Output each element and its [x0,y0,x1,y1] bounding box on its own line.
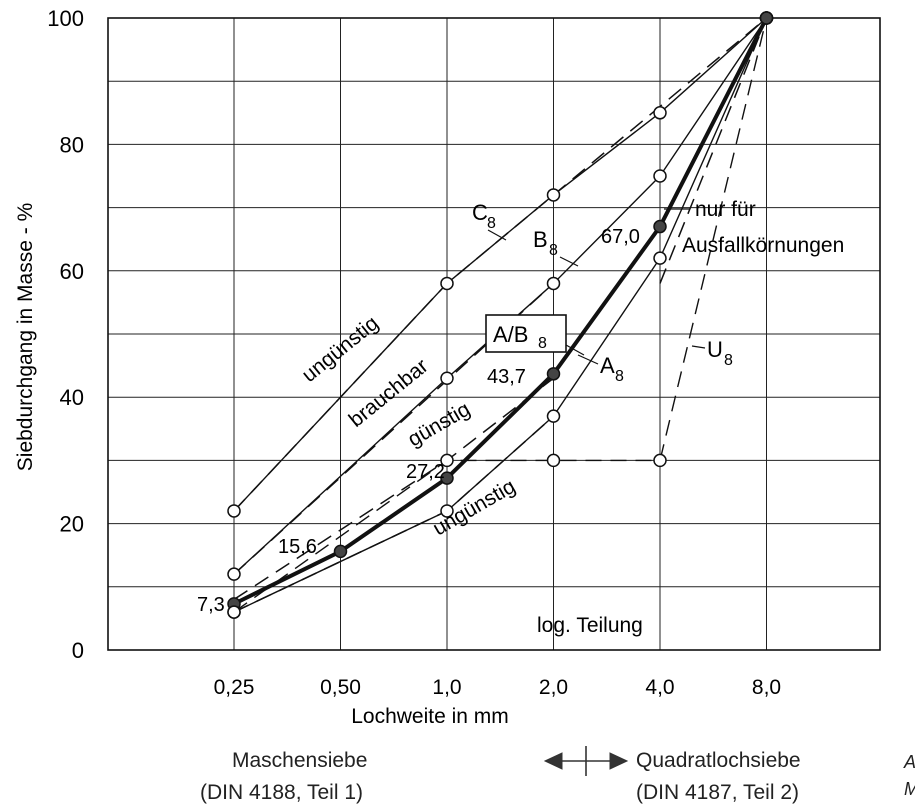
marker-u8 [759,11,774,25]
boundary-dashed-line [659,17,768,284]
footer-left-line1: Maschensiebe [232,749,368,772]
y-tick-labels: 0 20 40 60 80 100 [47,6,84,663]
marker-b8 [440,371,454,385]
marker-u8 [227,605,241,619]
y-tick-label: 80 [60,132,84,157]
marker-a8 [546,409,561,423]
marker-ab8 [546,367,561,381]
marker-c8 [653,106,667,120]
svg-text:8: 8 [549,242,558,259]
svg-text:8: 8 [487,215,496,232]
x-axis-label: Lochweite in mm [351,705,509,728]
x-tick-label: 2,0 [539,676,568,699]
footer-right-line1: Quadratlochsiebe [636,749,801,772]
marker-b8 [227,567,241,581]
footer-right-line2: (DIN 4187, Teil 2) [636,781,800,804]
plot-frame [107,17,881,651]
y-axis-label: Siebdurchgang in Masse - % [14,203,37,471]
series-line-c8 [233,17,767,512]
svg-text:8: 8 [724,352,733,369]
value-label-67-0: 67,0 [601,226,640,248]
svg-text:8: 8 [538,335,547,352]
plot-border [107,17,881,651]
marker-b8 [653,169,667,183]
marker-c8 [227,504,241,518]
annotation-ausfallkoernungen: Ausfallkörnungen [682,234,844,257]
svg-text:B: B [533,227,548,252]
series-line-ab8 [233,17,769,606]
svg-text:8: 8 [615,368,624,385]
edge-fragment-a: A [904,752,915,772]
marker-a8 [440,504,454,518]
svg-text:C: C [472,200,488,225]
y-tick-label: 40 [60,385,84,410]
value-label-15-6: 15,6 [278,536,317,558]
series-markers [227,11,774,619]
marker-u8 [546,453,561,468]
marker-c8 [546,188,561,202]
boundary-dashed-line [233,17,767,512]
value-label-7-3: 7,3 [197,594,225,616]
marker-a8 [653,251,667,265]
zone-label-brauchbar: brauchbar [345,354,433,431]
annotation-nur-fuer: nur für [695,198,756,221]
x-tick-label: 0,50 [320,676,361,699]
y-tick-label: 100 [47,6,84,31]
zone-label-guenstig: günstig [404,398,474,452]
x-tick-label: 1,0 [432,676,461,699]
svg-text:A/B: A/B [493,322,528,347]
double-arrow-icon [543,746,629,776]
y-tick-label: 20 [60,512,84,537]
marker-ab8 [653,219,667,234]
footer-left-line2: (DIN 4188, Teil 1) [200,781,364,804]
x-tick-label: 8,0 [752,676,781,699]
x-tick-label: 0,25 [214,676,255,699]
svg-text:A: A [600,353,615,378]
marker-u8 [440,453,454,468]
svg-text:U: U [707,337,723,362]
marker-b8 [546,276,561,291]
x-tick-labels: 0,25 0,50 1,0 2,0 4,0 8,0 [214,676,782,699]
edge-fragment-m: M [904,779,915,800]
y-tick-label: 60 [60,259,84,284]
marker-ab8 [333,544,348,559]
marker-u8 [653,453,667,468]
annotation-log-teilung: log. Teilung [537,614,643,637]
marker-ab8 [440,471,454,485]
value-label-27-2: 27,2 [406,461,445,483]
series-label-ab8: A/B 8 [485,314,585,356]
x-tick-label: 4,0 [645,676,674,699]
value-label-43-7: 43,7 [487,366,526,388]
series-line-u8 [233,17,768,613]
y-tick-label: 0 [72,638,84,663]
marker-c8 [440,276,454,291]
